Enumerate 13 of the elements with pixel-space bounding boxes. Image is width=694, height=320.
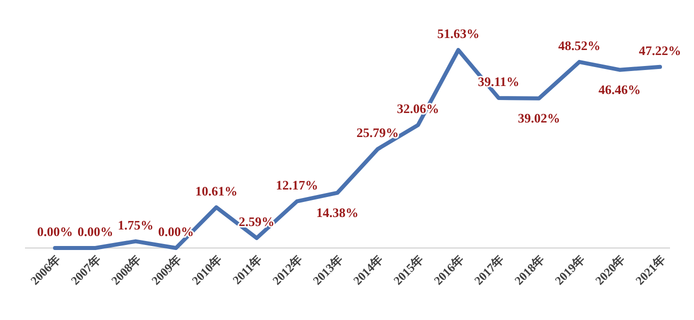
text: 12.17% — [276, 177, 318, 192]
text: 47.22% — [638, 42, 682, 58]
text: 48.52% — [558, 38, 600, 53]
text: 39.02% — [518, 110, 560, 126]
text: 0.00% — [37, 224, 73, 239]
text: 46.46% — [598, 82, 641, 97]
text: 1.75% — [118, 217, 154, 232]
text: 14.38% — [316, 204, 358, 220]
text: 2.59% — [238, 214, 275, 230]
text: 25.79% — [356, 125, 399, 140]
text: 0.00% — [77, 224, 114, 239]
text: 51.63% — [437, 26, 480, 41]
text: 10.61% — [195, 183, 238, 198]
